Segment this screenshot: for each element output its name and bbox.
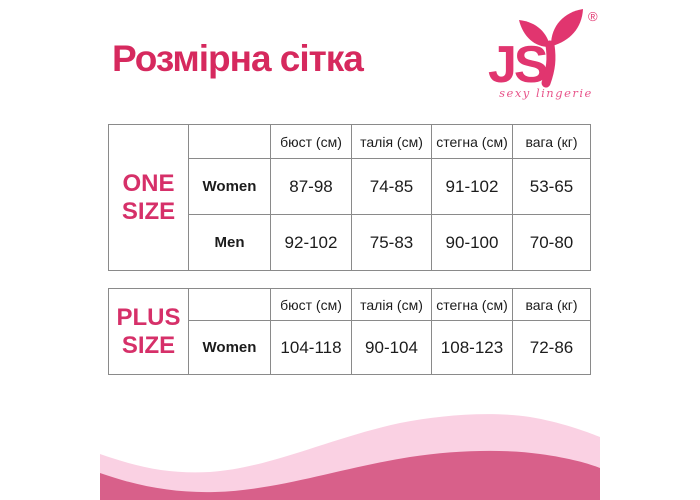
size-label-line: ONE bbox=[122, 169, 175, 197]
row-header-men: Men bbox=[188, 214, 271, 271]
row-header-women: Women bbox=[188, 158, 271, 215]
col-header-bust: бюст (см) bbox=[270, 124, 352, 159]
row-header-women: Women bbox=[188, 320, 271, 375]
col-header-bust: бюст (см) bbox=[270, 288, 352, 321]
value-cell-hips: 91-102 bbox=[431, 158, 513, 215]
plus-size-table: PLUS SIZE бюст (см) талія (см) стегна (с… bbox=[108, 288, 591, 375]
col-header-weight: вага (кг) bbox=[512, 288, 591, 321]
value-cell-hips: 108-123 bbox=[431, 320, 513, 375]
table-row-women: Women 104-118 90-104 108-123 72-86 bbox=[109, 320, 591, 375]
col-header-waist: талія (см) bbox=[351, 288, 432, 321]
leaf-y-icon bbox=[519, 9, 583, 88]
jsy-logo: JS ® sexy lingerie bbox=[486, 6, 612, 102]
col-header-hips: стегна (см) bbox=[431, 288, 513, 321]
size-label-line: SIZE bbox=[121, 197, 176, 225]
size-label-line: PLUS bbox=[116, 303, 181, 331]
wave-dark-shape bbox=[100, 450, 600, 500]
jsy-logo-graphic: JS ® sexy lingerie bbox=[488, 9, 598, 100]
value-cell-weight: 53-65 bbox=[512, 158, 591, 215]
col-header-waist: талія (см) bbox=[351, 124, 432, 159]
logo-letters: JS bbox=[488, 36, 547, 94]
one-size-table: ONE SIZE бюст (см) талія (см) стегна (см… bbox=[108, 124, 591, 271]
size-label-line: SIZE bbox=[121, 331, 176, 359]
value-cell-waist: 74-85 bbox=[351, 158, 432, 215]
table-row-women: Women 87-98 74-85 91-102 53-65 bbox=[109, 158, 591, 215]
value-cell-bust: 87-98 bbox=[270, 158, 352, 215]
decorative-waves bbox=[100, 414, 600, 500]
value-cell-weight: 70-80 bbox=[512, 214, 591, 271]
col-header-weight: вага (кг) bbox=[512, 124, 591, 159]
table-row-men: Men 92-102 75-83 90-100 70-80 bbox=[109, 214, 591, 271]
size-label-one-size: ONE SIZE bbox=[108, 124, 189, 271]
value-cell-waist: 75-83 bbox=[351, 214, 432, 271]
value-cell-bust: 92-102 bbox=[270, 214, 352, 271]
value-cell-bust: 104-118 bbox=[270, 320, 352, 375]
corner-cell bbox=[188, 124, 271, 159]
value-cell-waist: 90-104 bbox=[351, 320, 432, 375]
logo-tagline: sexy lingerie bbox=[499, 86, 593, 100]
value-cell-weight: 72-86 bbox=[512, 320, 591, 375]
col-header-hips: стегна (см) bbox=[431, 124, 513, 159]
size-label-plus-size: PLUS SIZE bbox=[108, 288, 189, 375]
page-title: Розмірна сітка bbox=[112, 38, 364, 79]
corner-cell bbox=[188, 288, 271, 321]
value-cell-hips: 90-100 bbox=[431, 214, 513, 271]
registered-trademark-icon: ® bbox=[588, 9, 598, 24]
